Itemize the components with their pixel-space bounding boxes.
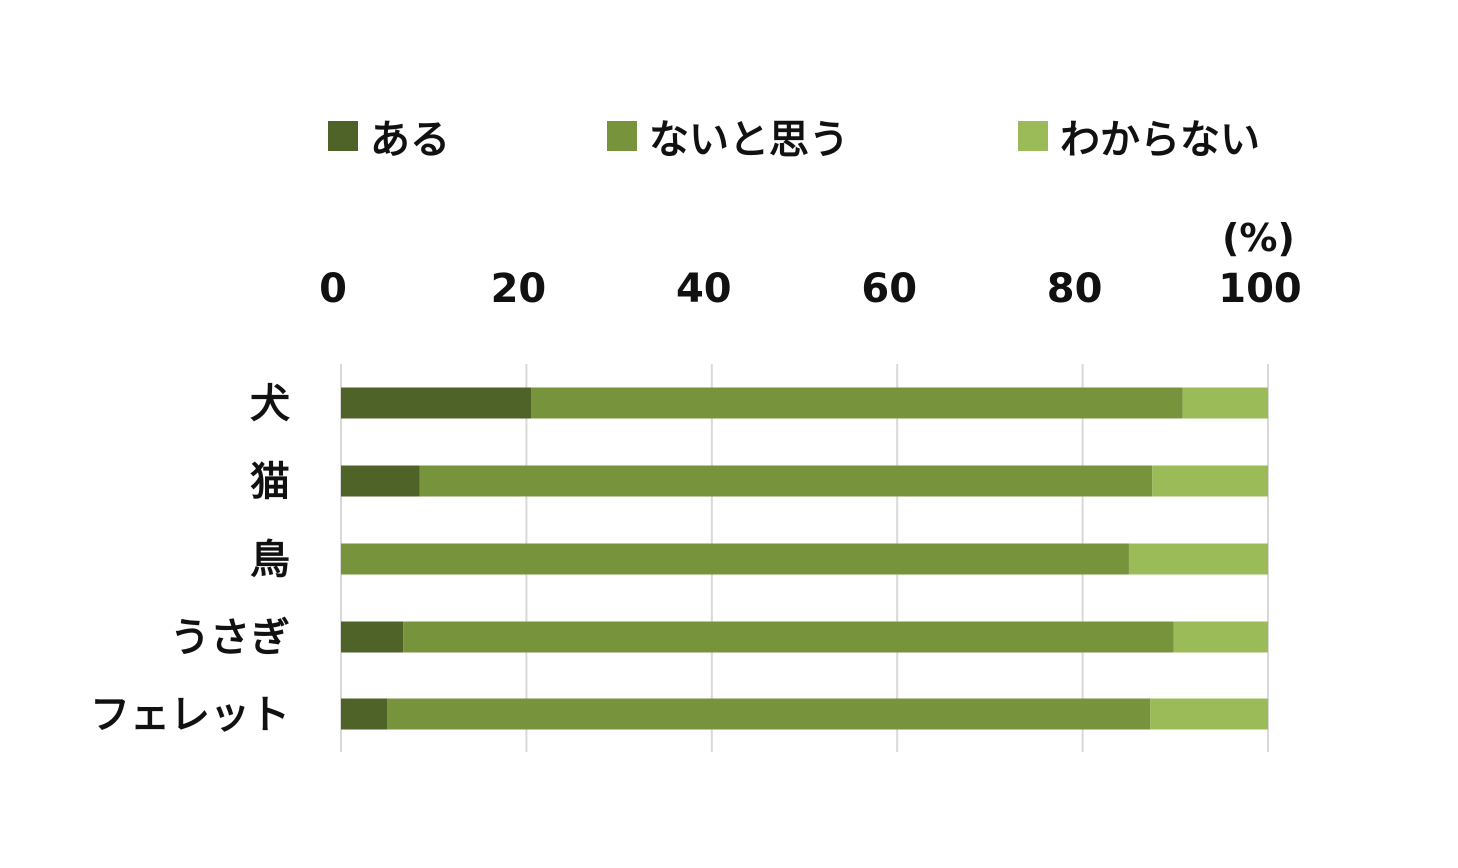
bar-segment-1-0 <box>341 465 420 497</box>
x-tick-label-60: 60 <box>861 266 917 312</box>
bar-segment-4-1 <box>387 698 1151 730</box>
category-label-4: フェレット <box>90 692 290 738</box>
x-tick-label-100: 100 <box>1218 266 1302 312</box>
legend-swatch-aru <box>328 121 358 151</box>
bar-segment-1-2 <box>1152 465 1268 497</box>
bar-segment-4-0 <box>341 698 388 730</box>
legend-label-wakaranai: わからない <box>1060 117 1260 163</box>
legend-item-nai-to-omou: ないと思う <box>607 108 849 164</box>
bar-segment-2-1 <box>341 543 1129 575</box>
bar-segment-1-1 <box>419 465 1153 497</box>
legend-item-wakaranai: わからない <box>1018 108 1260 164</box>
legend-swatch-nai-to-omou <box>607 121 637 151</box>
x-tick-label-40: 40 <box>676 266 732 312</box>
category-label-1: 猫 <box>250 459 290 505</box>
legend-swatch-wakaranai <box>1018 121 1048 151</box>
legend-item-aru: ある <box>328 108 450 164</box>
legend-label-nai-to-omou: ないと思う <box>649 117 849 163</box>
category-label-0: 犬 <box>250 381 290 427</box>
bar-segment-3-1 <box>403 621 1174 653</box>
unit-label: (%) <box>1222 216 1295 260</box>
bar-segment-4-2 <box>1150 698 1268 730</box>
bar-segment-3-2 <box>1173 621 1268 653</box>
x-tick-label-80: 80 <box>1047 266 1103 312</box>
category-label-2: 鳥 <box>250 537 290 583</box>
legend: ある ないと思う わからない <box>0 108 1458 168</box>
category-label-3: うさぎ <box>170 615 290 661</box>
x-tick-label-20: 20 <box>491 266 547 312</box>
bar-segment-0-2 <box>1182 387 1268 419</box>
x-tick-label-0: 0 <box>319 266 347 312</box>
bar-segment-0-0 <box>341 387 532 419</box>
legend-label-aru: ある <box>370 117 450 163</box>
bar-segment-2-2 <box>1128 543 1268 575</box>
bar-segment-0-1 <box>531 387 1183 419</box>
bar-segment-3-0 <box>341 621 404 653</box>
